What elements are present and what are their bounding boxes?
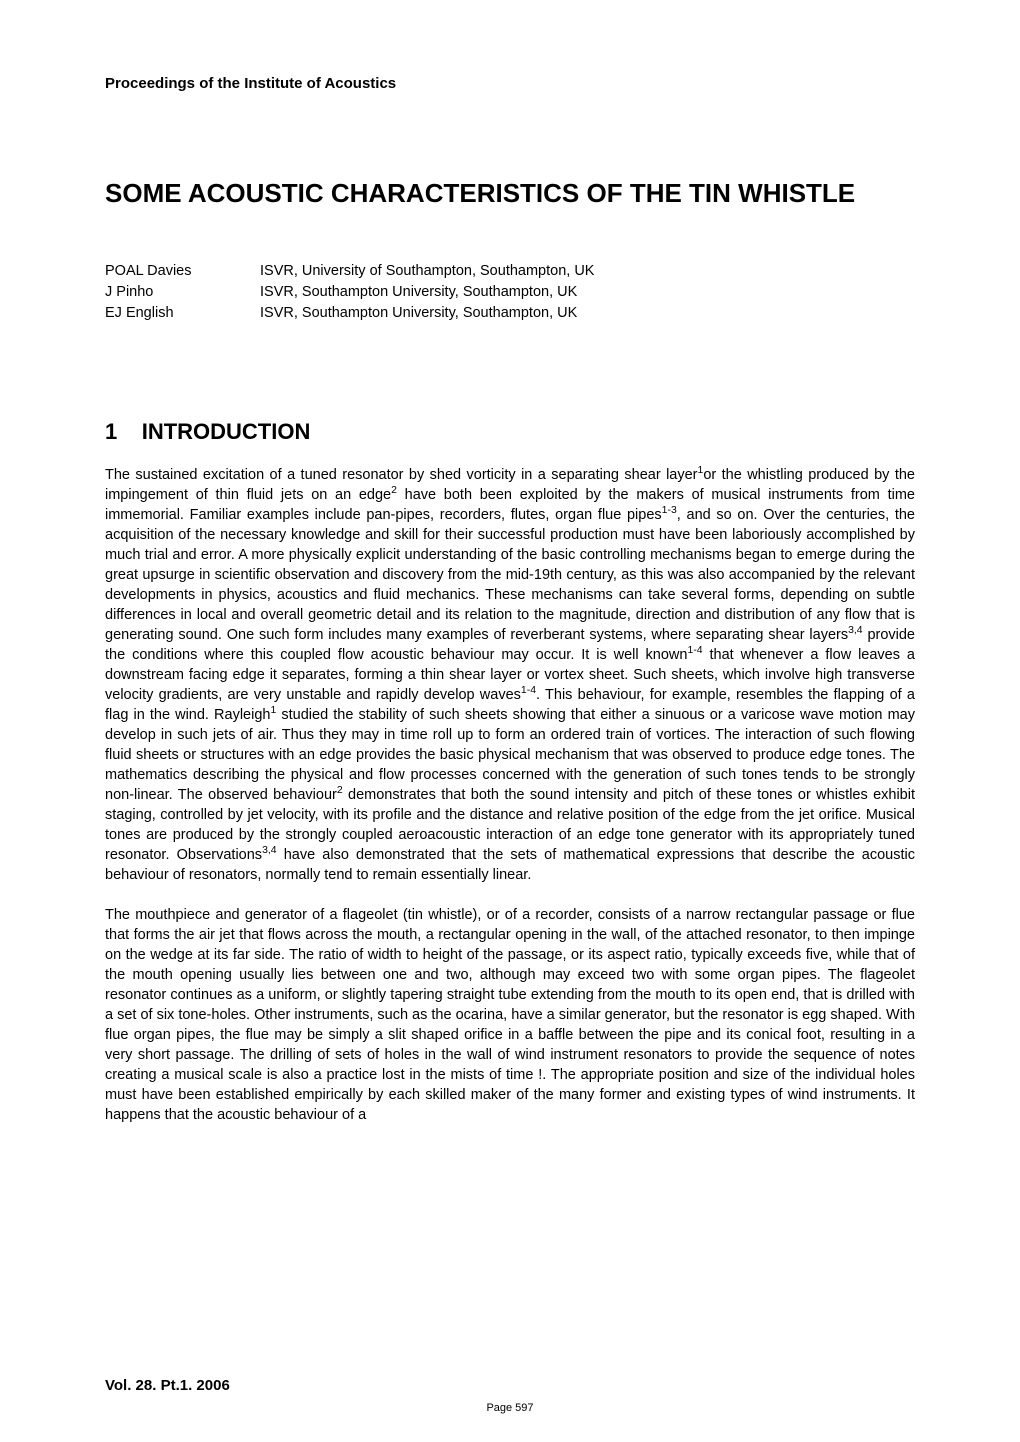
body-paragraph-2: The mouthpiece and generator of a flageo… [105,905,915,1125]
body-paragraph-1: The sustained excitation of a tuned reso… [105,465,915,885]
author-affiliation: ISVR, University of Southampton, Southam… [260,261,915,282]
author-row: J Pinho ISVR, Southampton University, So… [105,282,915,303]
section-heading: 1 INTRODUCTION [105,419,915,445]
author-name: J Pinho [105,282,260,303]
author-affiliation: ISVR, Southampton University, Southampto… [260,282,915,303]
proceedings-header: Proceedings of the Institute of Acoustic… [105,75,915,92]
paper-title: SOME ACOUSTIC CHARACTERISTICS OF THE TIN… [105,177,915,211]
footer-volume: Vol. 28. Pt.1. 2006 [105,1377,230,1394]
author-name: EJ English [105,303,260,324]
section-title: INTRODUCTION [142,419,311,444]
section-number: 1 [105,419,117,444]
author-affiliation: ISVR, Southampton University, Southampto… [260,303,915,324]
footer-page-number: Page 597 [0,1402,1020,1414]
author-row: EJ English ISVR, Southampton University,… [105,303,915,324]
authors-block: POAL Davies ISVR, University of Southamp… [105,261,915,324]
author-name: POAL Davies [105,261,260,282]
author-row: POAL Davies ISVR, University of Southamp… [105,261,915,282]
